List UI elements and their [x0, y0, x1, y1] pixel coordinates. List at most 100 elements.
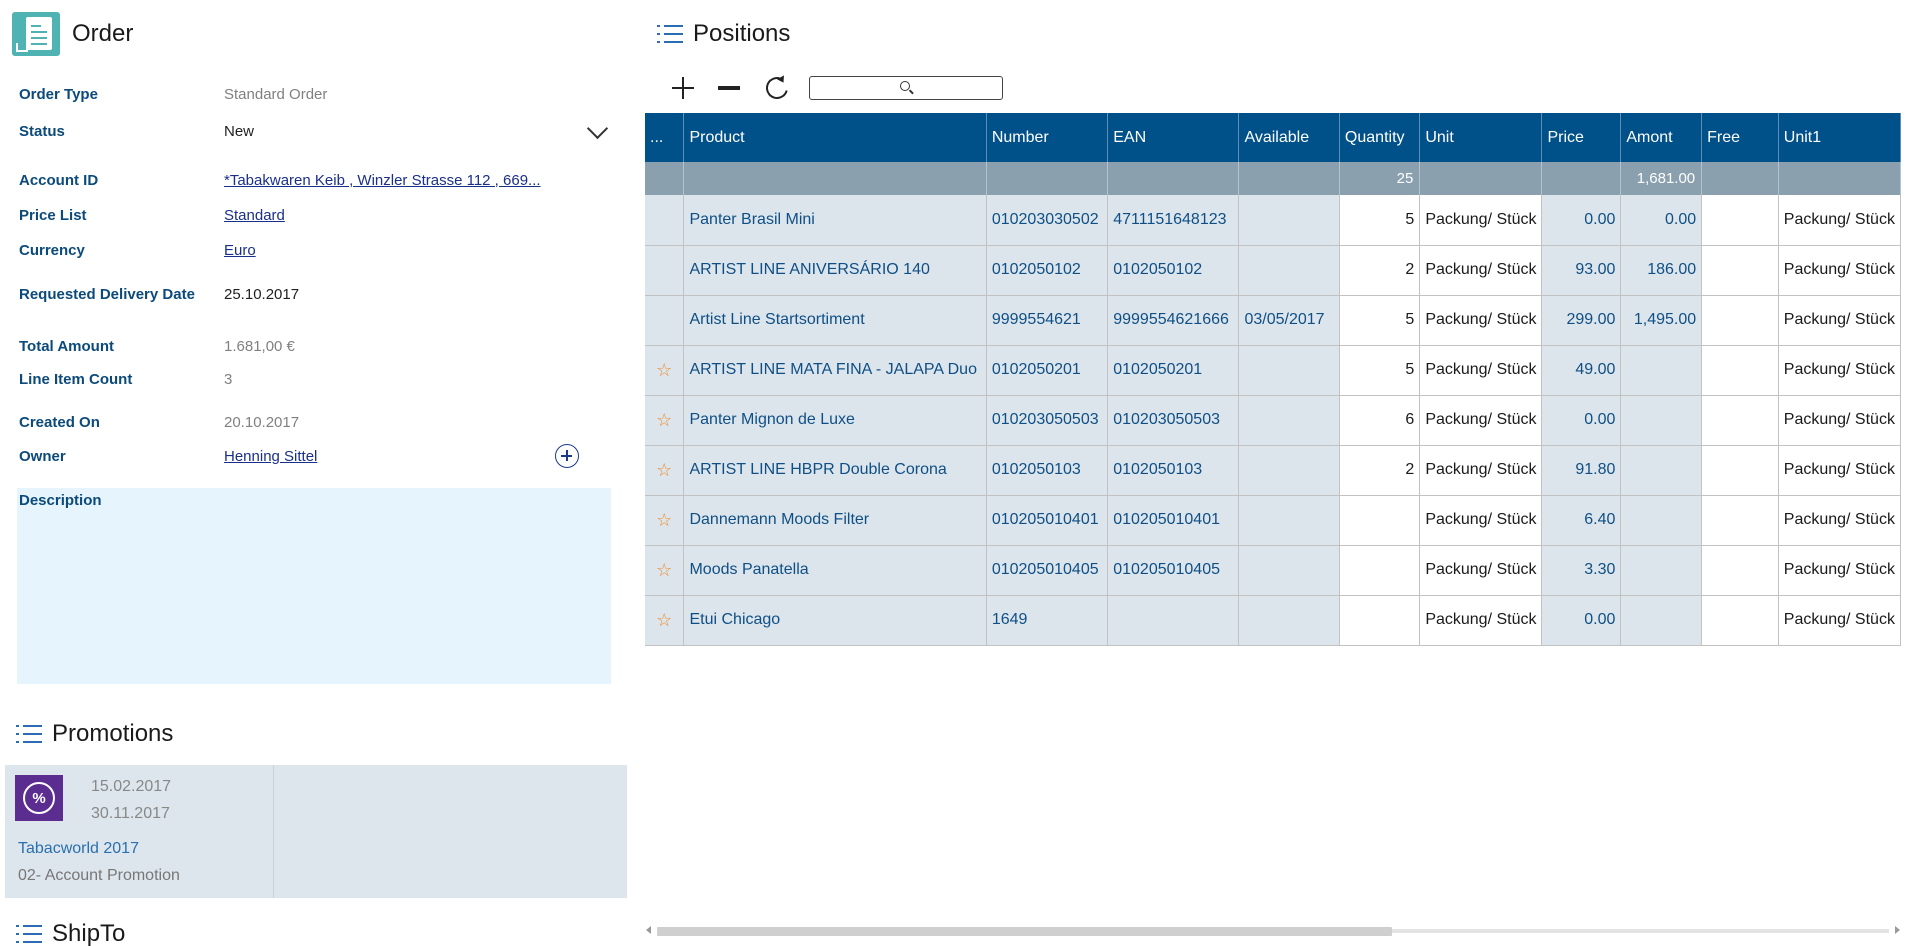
cell-price[interactable]: 0.00 [1541, 595, 1622, 646]
row-star-cell[interactable] [645, 295, 685, 346]
cell-quantity[interactable]: 6 [1339, 395, 1421, 446]
cell-price[interactable]: 93.00 [1541, 245, 1622, 296]
cell-price[interactable]: 91.80 [1541, 445, 1622, 496]
cell-price[interactable]: 0.00 [1541, 395, 1622, 446]
star-icon[interactable]: ☆ [656, 609, 673, 630]
cell-unit1[interactable]: Packung/ Stück [1778, 445, 1901, 496]
cell-price[interactable]: 49.00 [1541, 345, 1622, 396]
cell-price[interactable]: 3.30 [1541, 545, 1622, 596]
promotion-card[interactable]: % 15.02.2017 30.11.2017 Tabacworld 2017 … [5, 765, 627, 898]
table-row[interactable]: ☆ Panter Mignon de Luxe 010203050503 010203… [645, 395, 1901, 446]
cell-quantity[interactable]: 5 [1339, 195, 1421, 246]
cell-available[interactable] [1238, 345, 1340, 396]
cell-available[interactable] [1238, 495, 1340, 546]
row-star-cell[interactable]: ☆ [645, 395, 685, 446]
cell-product[interactable]: ARTIST LINE ANIVERSÁRIO 140 [683, 245, 987, 296]
cell-unit1[interactable]: Packung/ Stück [1778, 595, 1901, 646]
cell-free[interactable] [1701, 395, 1779, 446]
cell-ean[interactable]: 4711151648123 [1107, 195, 1240, 246]
table-row[interactable]: ☆ ARTIST LINE HBPR Double Corona 010205010… [645, 445, 1901, 496]
cell-unit1[interactable]: Packung/ Stück [1778, 195, 1901, 246]
remove-icon[interactable] [711, 72, 747, 104]
cell-price[interactable]: 0.00 [1541, 195, 1622, 246]
cell-free[interactable] [1701, 195, 1779, 246]
add-circle-icon[interactable] [555, 444, 579, 468]
table-row[interactable]: ☆ Dannemann Moods Filter 010205010401 01020… [645, 495, 1901, 546]
col-header-product[interactable]: Product [683, 113, 987, 162]
cell-amount[interactable] [1620, 395, 1703, 446]
cell-free[interactable] [1701, 345, 1779, 396]
cell-available[interactable] [1238, 445, 1340, 496]
cell-available[interactable]: 03/05/2017 [1238, 295, 1340, 346]
table-row[interactable]: Artist Line Startsortiment 9999554621 9999… [645, 295, 1901, 346]
cell-available[interactable] [1238, 595, 1340, 646]
search-box[interactable] [809, 76, 1003, 100]
row-star-cell[interactable]: ☆ [645, 595, 685, 646]
cell-unit[interactable]: Packung/ Stück [1419, 395, 1543, 446]
cell-available[interactable] [1238, 545, 1340, 596]
star-icon[interactable]: ☆ [656, 459, 673, 480]
horizontal-scrollbar[interactable] [645, 925, 1901, 937]
cell-quantity[interactable]: 5 [1339, 295, 1421, 346]
table-row[interactable]: ☆ Etui Chicago 1649 Packung/ Stück 0.00 Packu… [645, 595, 1901, 646]
scroll-left-icon[interactable] [646, 926, 651, 934]
cell-price[interactable]: 299.00 [1541, 295, 1622, 346]
cell-free[interactable] [1701, 545, 1779, 596]
cell-unit1[interactable]: Packung/ Stück [1778, 545, 1901, 596]
cell-amount[interactable]: 0.00 [1620, 195, 1703, 246]
cell-unit1[interactable]: Packung/ Stück [1778, 345, 1901, 396]
col-header-number[interactable]: Number [986, 113, 1109, 162]
cell-ean[interactable]: 010205010405 [1107, 545, 1240, 596]
cell-product[interactable]: Dannemann Moods Filter [683, 495, 987, 546]
cell-unit[interactable]: Packung/ Stück [1419, 245, 1543, 296]
cell-ean[interactable]: 0102050102 [1107, 245, 1240, 296]
description-field[interactable]: Description [17, 488, 611, 684]
col-header-unit1[interactable]: Unit1 [1778, 113, 1901, 162]
cell-number[interactable]: 9999554621 [986, 295, 1109, 346]
star-icon[interactable]: ☆ [656, 359, 673, 380]
cell-amount[interactable] [1620, 445, 1703, 496]
cell-ean[interactable]: 0102050201 [1107, 345, 1240, 396]
chevron-down-icon[interactable] [587, 121, 607, 141]
cell-number[interactable]: 010205010401 [986, 495, 1109, 546]
cell-number[interactable]: 010205010405 [986, 545, 1109, 596]
row-star-cell[interactable] [645, 195, 685, 246]
cell-quantity[interactable] [1339, 495, 1421, 546]
cell-free[interactable] [1701, 245, 1779, 296]
table-row[interactable]: ARTIST LINE ANIVERSÁRIO 140 0102050102 010… [645, 245, 1901, 296]
field-status[interactable]: Status New [19, 119, 609, 143]
star-icon[interactable]: ☆ [656, 509, 673, 530]
cell-number[interactable]: 1649 [986, 595, 1109, 646]
cell-product[interactable]: Moods Panatella [683, 545, 987, 596]
row-star-cell[interactable]: ☆ [645, 345, 685, 396]
search-input[interactable] [810, 77, 1002, 99]
cell-free[interactable] [1701, 495, 1779, 546]
price-list-link[interactable]: Standard [224, 206, 285, 224]
row-star-cell[interactable] [645, 245, 685, 296]
cell-product[interactable]: Etui Chicago [683, 595, 987, 646]
cell-product[interactable]: Artist Line Startsortiment [683, 295, 987, 346]
cell-product[interactable]: ARTIST LINE MATA FINA - JALAPA Duo [683, 345, 987, 396]
status-select[interactable]: New [224, 122, 255, 140]
cell-unit[interactable]: Packung/ Stück [1419, 495, 1543, 546]
row-star-cell[interactable]: ☆ [645, 545, 685, 596]
row-star-cell[interactable]: ☆ [645, 495, 685, 546]
cell-product[interactable]: Panter Mignon de Luxe [683, 395, 987, 446]
col-header-more[interactable]: ... [645, 113, 685, 162]
cell-price[interactable]: 6.40 [1541, 495, 1622, 546]
refresh-icon[interactable] [757, 72, 793, 104]
account-link[interactable]: *Tabakwaren Keib , Winzler Strasse 112 ,… [224, 171, 541, 189]
cell-product[interactable]: Panter Brasil Mini [683, 195, 987, 246]
cell-unit1[interactable]: Packung/ Stück [1778, 245, 1901, 296]
cell-ean[interactable]: 0102050103 [1107, 445, 1240, 496]
scroll-thumb[interactable] [657, 927, 1392, 936]
cell-available[interactable] [1238, 245, 1340, 296]
col-header-free[interactable]: Free [1701, 113, 1779, 162]
table-row[interactable]: Panter Brasil Mini 010203030502 4711151648… [645, 195, 1901, 246]
col-header-amount[interactable]: Amont [1620, 113, 1703, 162]
cell-quantity[interactable] [1339, 595, 1421, 646]
cell-available[interactable] [1238, 195, 1340, 246]
add-icon[interactable] [665, 72, 701, 104]
delivery-date-value[interactable]: 25.10.2017 [224, 285, 300, 303]
star-icon[interactable]: ☆ [656, 409, 673, 430]
